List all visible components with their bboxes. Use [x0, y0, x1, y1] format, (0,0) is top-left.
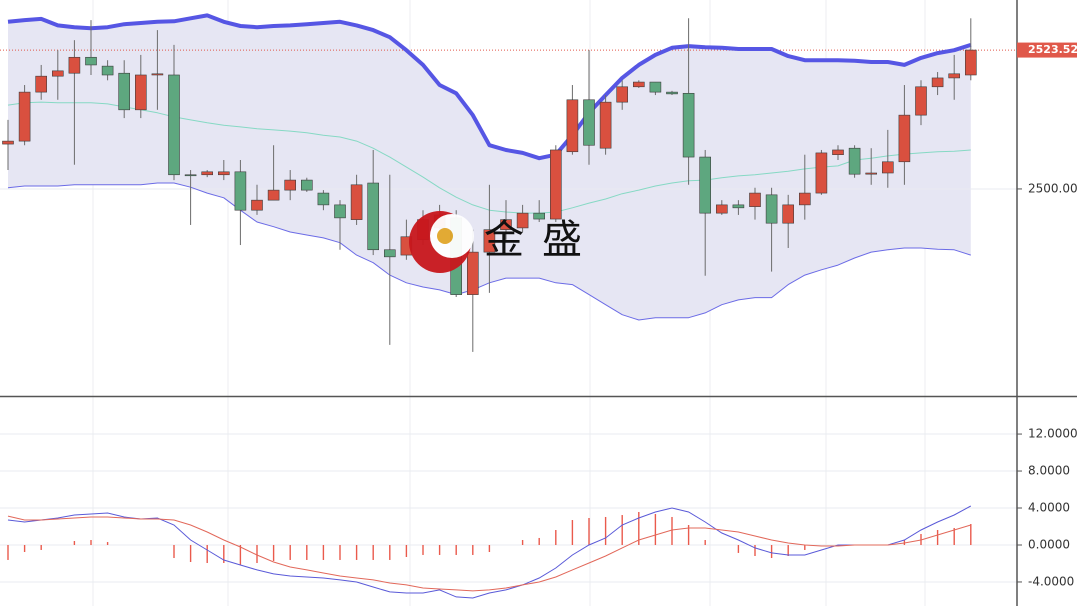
marks-layer	[2, 13, 977, 599]
y-tick-label: 12.0000	[1028, 427, 1077, 441]
candle-body	[583, 99, 595, 146]
candle-body	[350, 184, 363, 220]
candle-body	[135, 74, 147, 111]
candle-body	[715, 204, 728, 214]
candle-body	[151, 73, 164, 76]
candle-body	[616, 86, 629, 103]
candle-body	[18, 91, 31, 142]
candle-body	[832, 149, 844, 155]
candle-body	[51, 70, 64, 77]
candle-body	[632, 81, 645, 88]
macd-line	[7, 505, 972, 599]
y-tick-label: 4.0000	[1028, 501, 1070, 515]
candle-body	[118, 72, 130, 111]
y-tick-label: 2500.000	[1028, 181, 1077, 195]
candle-body	[765, 194, 778, 224]
candle-body	[749, 192, 761, 207]
price-label-box	[1017, 42, 1077, 58]
y-tick-label: 0.0000	[1028, 537, 1070, 551]
candle-body	[334, 204, 346, 219]
candle-body	[317, 192, 330, 206]
candle-body	[234, 171, 247, 211]
candle-body	[566, 99, 579, 153]
candle-body	[68, 56, 81, 74]
candle-body	[168, 74, 180, 176]
candle-body	[85, 56, 97, 66]
candle-body	[848, 147, 861, 175]
candle-body	[964, 49, 977, 76]
candle-body	[516, 212, 529, 229]
candle-body	[549, 149, 562, 220]
candle-body	[483, 229, 496, 253]
back-layer	[8, 15, 971, 321]
candle-body	[948, 73, 961, 79]
candle-body	[732, 204, 745, 209]
candle-body	[699, 156, 712, 214]
band-fill	[8, 15, 971, 321]
candle-body	[184, 174, 197, 177]
candle-body	[2, 140, 14, 145]
candle-body	[35, 75, 48, 93]
candle-body	[666, 91, 678, 95]
candle-body	[284, 179, 297, 191]
candle-body	[218, 171, 230, 176]
candle-body	[267, 189, 280, 201]
candle-body	[533, 212, 546, 220]
candle-body	[649, 81, 662, 93]
candle-body	[898, 114, 911, 163]
candle-body	[383, 249, 396, 258]
macd-line	[7, 515, 971, 592]
candle-body	[815, 152, 828, 194]
logo-ball	[437, 228, 453, 244]
candle-body	[300, 179, 313, 191]
candle-body	[101, 65, 114, 76]
y-tick-label: -4.0000	[1028, 574, 1074, 588]
candle-body	[798, 192, 811, 206]
candle-body	[466, 251, 479, 295]
y-tick-label: 8.0000	[1028, 464, 1070, 478]
band-line	[7, 13, 972, 161]
candle-body	[682, 92, 695, 158]
candle-body	[201, 171, 213, 176]
candle-body	[782, 204, 795, 224]
price-label: 2523.520	[1028, 43, 1077, 56]
candle-body	[251, 199, 263, 211]
candle-body	[865, 172, 878, 175]
candle-body	[931, 77, 944, 88]
candle-body	[881, 161, 894, 174]
candle-body	[915, 86, 927, 116]
candle-body	[599, 101, 612, 149]
candle-body	[367, 182, 380, 251]
watermark-text: 金盛	[484, 217, 600, 263]
candle-body	[500, 219, 512, 230]
watermark-logo	[409, 211, 474, 273]
